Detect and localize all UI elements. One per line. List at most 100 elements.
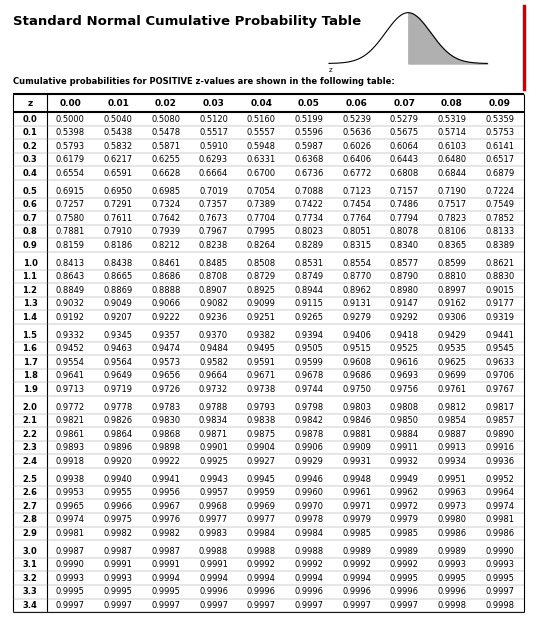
Text: 0.8907: 0.8907 [199, 286, 228, 295]
Text: 0.3: 0.3 [23, 155, 38, 164]
Text: 0.9772: 0.9772 [56, 403, 85, 412]
Text: 0.9394: 0.9394 [294, 331, 323, 339]
Text: 0.9911: 0.9911 [390, 443, 419, 452]
Text: 0.9177: 0.9177 [485, 299, 514, 308]
Text: 0.9750: 0.9750 [342, 385, 371, 394]
Text: z: z [329, 67, 332, 73]
Text: 0.9573: 0.9573 [151, 358, 180, 366]
Text: 0.6331: 0.6331 [246, 155, 276, 164]
Text: 0.9993: 0.9993 [104, 574, 133, 582]
Text: 0.8365: 0.8365 [438, 241, 467, 250]
Text: 0.9969: 0.9969 [246, 502, 275, 511]
Text: 0.9960: 0.9960 [294, 488, 323, 497]
Text: 2.8: 2.8 [23, 515, 38, 524]
Text: 0.7123: 0.7123 [342, 186, 371, 196]
Text: 0.9982: 0.9982 [104, 529, 133, 538]
Text: 0.9332: 0.9332 [56, 331, 85, 339]
Text: 0.9994: 0.9994 [294, 574, 323, 582]
Text: 0.6103: 0.6103 [438, 142, 467, 151]
Text: 0.7389: 0.7389 [246, 200, 276, 209]
Text: 0.9484: 0.9484 [199, 344, 228, 353]
Text: 0.9988: 0.9988 [246, 547, 276, 556]
Text: 0.9997: 0.9997 [199, 601, 228, 610]
Text: 0.7190: 0.7190 [438, 186, 467, 196]
Text: 0.7454: 0.7454 [342, 200, 371, 209]
Text: 0.8485: 0.8485 [199, 259, 228, 268]
Text: 0.9967: 0.9967 [151, 502, 180, 511]
Text: 0.9798: 0.9798 [294, 403, 323, 412]
Text: 0.8708: 0.8708 [199, 272, 228, 281]
Text: 0.9345: 0.9345 [104, 331, 133, 339]
Text: 0.6179: 0.6179 [56, 155, 85, 164]
Text: 0.9817: 0.9817 [485, 403, 514, 412]
Text: 0.9987: 0.9987 [104, 547, 133, 556]
Text: 0.8729: 0.8729 [246, 272, 276, 281]
Text: 0.6700: 0.6700 [246, 168, 276, 178]
Text: 0.9957: 0.9957 [199, 488, 228, 497]
Text: 0.9984: 0.9984 [246, 529, 275, 538]
Text: 0.9936: 0.9936 [485, 457, 514, 466]
Text: 0.9916: 0.9916 [485, 443, 514, 452]
Text: 0.9943: 0.9943 [199, 474, 228, 484]
Text: 0.8461: 0.8461 [151, 259, 180, 268]
Text: 0.9608: 0.9608 [342, 358, 371, 366]
Text: 0.9993: 0.9993 [438, 560, 467, 569]
Text: 0.9788: 0.9788 [199, 403, 228, 412]
Text: 0.9995: 0.9995 [390, 574, 419, 582]
Text: 0.08: 0.08 [441, 99, 463, 107]
Text: 0.01: 0.01 [107, 99, 129, 107]
Text: 0.9995: 0.9995 [151, 587, 180, 596]
Text: 0.5636: 0.5636 [342, 128, 371, 137]
Text: 0.9115: 0.9115 [294, 299, 323, 308]
Text: 0.9996: 0.9996 [246, 587, 275, 596]
Text: 0.7704: 0.7704 [246, 213, 276, 223]
Text: 0.9842: 0.9842 [294, 416, 323, 425]
Text: 0.9952: 0.9952 [485, 474, 514, 484]
Text: 0.6879: 0.6879 [485, 168, 514, 178]
Text: 0.9893: 0.9893 [56, 443, 85, 452]
Text: 0.8925: 0.8925 [246, 286, 275, 295]
Text: 0.9554: 0.9554 [56, 358, 85, 366]
Text: 0.9971: 0.9971 [342, 502, 371, 511]
Text: z: z [27, 99, 33, 107]
Text: 2.4: 2.4 [23, 457, 38, 466]
Text: 0.9857: 0.9857 [485, 416, 514, 425]
Text: 0.9980: 0.9980 [438, 515, 467, 524]
Text: 0.7734: 0.7734 [294, 213, 324, 223]
Text: 0.9429: 0.9429 [438, 331, 467, 339]
Text: 0.7224: 0.7224 [485, 186, 514, 196]
Text: 0.5319: 0.5319 [438, 115, 467, 123]
Text: Cumulative probabilities for POSITIVE z-values are shown in the following table:: Cumulative probabilities for POSITIVE z-… [13, 77, 395, 86]
Text: 0.8133: 0.8133 [485, 227, 514, 236]
Text: 1.1: 1.1 [23, 272, 38, 281]
Text: 0.9162: 0.9162 [438, 299, 467, 308]
Text: 0.9890: 0.9890 [485, 429, 514, 439]
Text: 0.9015: 0.9015 [485, 286, 514, 295]
Text: 0.9997: 0.9997 [342, 601, 371, 610]
Text: 0.5359: 0.5359 [485, 115, 514, 123]
Text: 0.9082: 0.9082 [199, 299, 228, 308]
Text: 0.8531: 0.8531 [294, 259, 323, 268]
Text: 0.9854: 0.9854 [438, 416, 467, 425]
Text: 0.03: 0.03 [202, 99, 224, 107]
Text: 0.05: 0.05 [298, 99, 320, 107]
Text: 0.9251: 0.9251 [247, 313, 275, 321]
Text: 0.9744: 0.9744 [294, 385, 323, 394]
Text: 0.9881: 0.9881 [342, 429, 371, 439]
Text: 0.9803: 0.9803 [342, 403, 371, 412]
Text: 0.9664: 0.9664 [199, 371, 228, 380]
Text: 2.3: 2.3 [23, 443, 38, 452]
Text: 0.8888: 0.8888 [151, 286, 180, 295]
Text: 0.9989: 0.9989 [438, 547, 467, 556]
Text: Standard Normal Cumulative Probability Table: Standard Normal Cumulative Probability T… [13, 15, 361, 28]
Text: 0.7054: 0.7054 [246, 186, 275, 196]
Text: 0.5596: 0.5596 [294, 128, 323, 137]
Text: 0.9998: 0.9998 [485, 601, 514, 610]
Text: 0.9985: 0.9985 [342, 529, 371, 538]
Text: 0.6406: 0.6406 [342, 155, 371, 164]
Text: 0.7517: 0.7517 [438, 200, 467, 209]
Text: 0.9236: 0.9236 [199, 313, 228, 321]
Text: 0.8413: 0.8413 [56, 259, 85, 268]
Text: 0.9992: 0.9992 [390, 560, 419, 569]
Text: 0.8997: 0.8997 [438, 286, 467, 295]
